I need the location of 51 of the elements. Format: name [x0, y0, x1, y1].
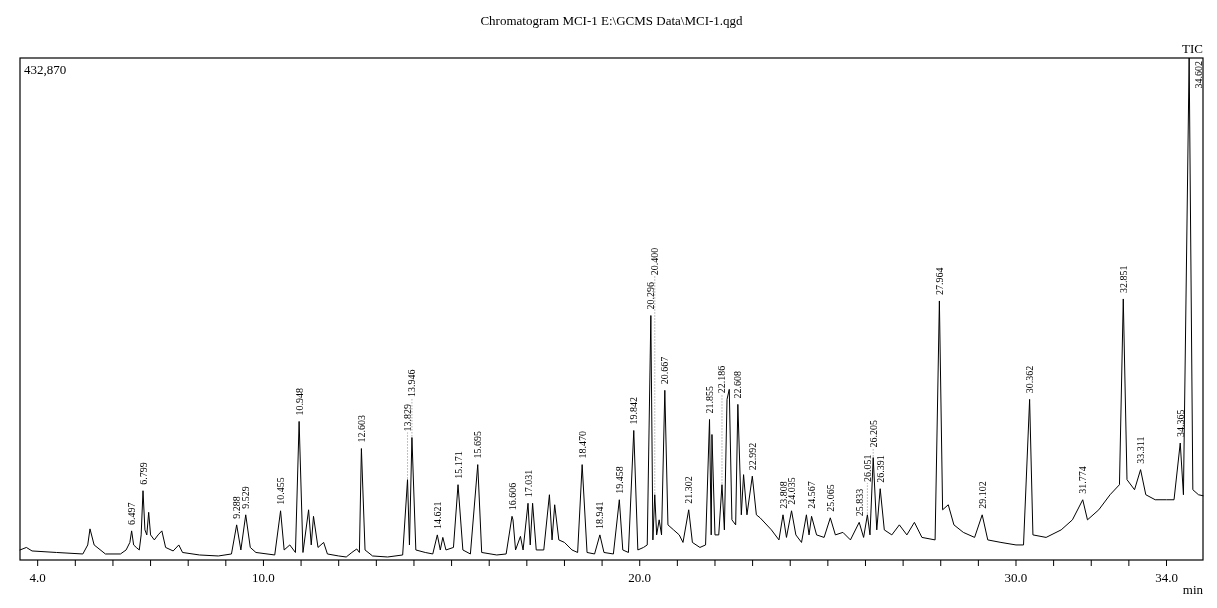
x-tick-label: 4.0	[29, 570, 46, 585]
series-label: TIC	[1182, 41, 1203, 56]
annotation: 27.964	[933, 267, 945, 295]
annotation: 26.051	[861, 454, 873, 482]
annotation: 10.948	[293, 387, 305, 416]
annotation: 31.774	[1077, 466, 1089, 494]
annotation: 22.186	[716, 365, 728, 394]
annotation: 16.606	[506, 482, 518, 511]
annotation: 19.842	[628, 396, 640, 425]
annotation: 12.603	[355, 415, 367, 443]
annotation: 10.455	[275, 477, 287, 505]
annotation: 33.311	[1135, 436, 1147, 464]
annotation: 25.833	[853, 488, 865, 517]
chart-title: Chromatogram MCI-1 E:\GCMS Data\MCI-1.qgd	[480, 13, 744, 28]
annotation: 6.799	[137, 462, 149, 485]
annotation: 22.992	[746, 442, 758, 471]
annotation: 25.065	[824, 484, 836, 512]
annotation: 34.602	[1192, 61, 1204, 89]
annotation: 26.391	[874, 455, 886, 483]
annotation: 20.400	[649, 247, 661, 276]
x-tick-label: 30.0	[1004, 570, 1028, 585]
annotation: 18.941	[594, 501, 606, 529]
x-tick-label: 10.0	[252, 570, 275, 585]
annotation: 13.946	[406, 369, 418, 398]
x-tick-label: 34.0	[1155, 570, 1178, 585]
annotation: 14.621	[431, 501, 443, 529]
annotation: 21.855	[704, 385, 716, 414]
annotation: 29.102	[976, 481, 988, 509]
annotation: 32.851	[1117, 265, 1129, 293]
annotation: 432,870	[24, 62, 67, 77]
annotation: 30.362	[1024, 365, 1036, 394]
annotation: 18.470	[576, 431, 588, 459]
x-axis-title: min	[1182, 582, 1204, 597]
annotation: 20.296	[645, 282, 657, 310]
annotation: 9.529	[240, 486, 252, 509]
annotation: 13.829	[402, 404, 414, 432]
annotation: 15.695	[472, 431, 484, 459]
annotation: 20.667	[659, 356, 671, 385]
annotation: 21.302	[683, 476, 695, 504]
annotation: 9.288	[231, 496, 243, 519]
annotation: 24.035	[786, 477, 798, 505]
annotation: 15.171	[452, 451, 464, 479]
annotation: 34.365	[1174, 409, 1186, 438]
annotation: 22.608	[732, 370, 744, 399]
annotation: 24.567	[806, 481, 818, 509]
annotation: 17.031	[522, 469, 534, 498]
annotation: 23.808	[777, 481, 789, 509]
annotation: 6.497	[126, 502, 138, 525]
annotation: 26.205	[867, 420, 879, 448]
x-tick-label: 20.0	[628, 570, 652, 585]
annotation: 19.458	[613, 466, 625, 494]
